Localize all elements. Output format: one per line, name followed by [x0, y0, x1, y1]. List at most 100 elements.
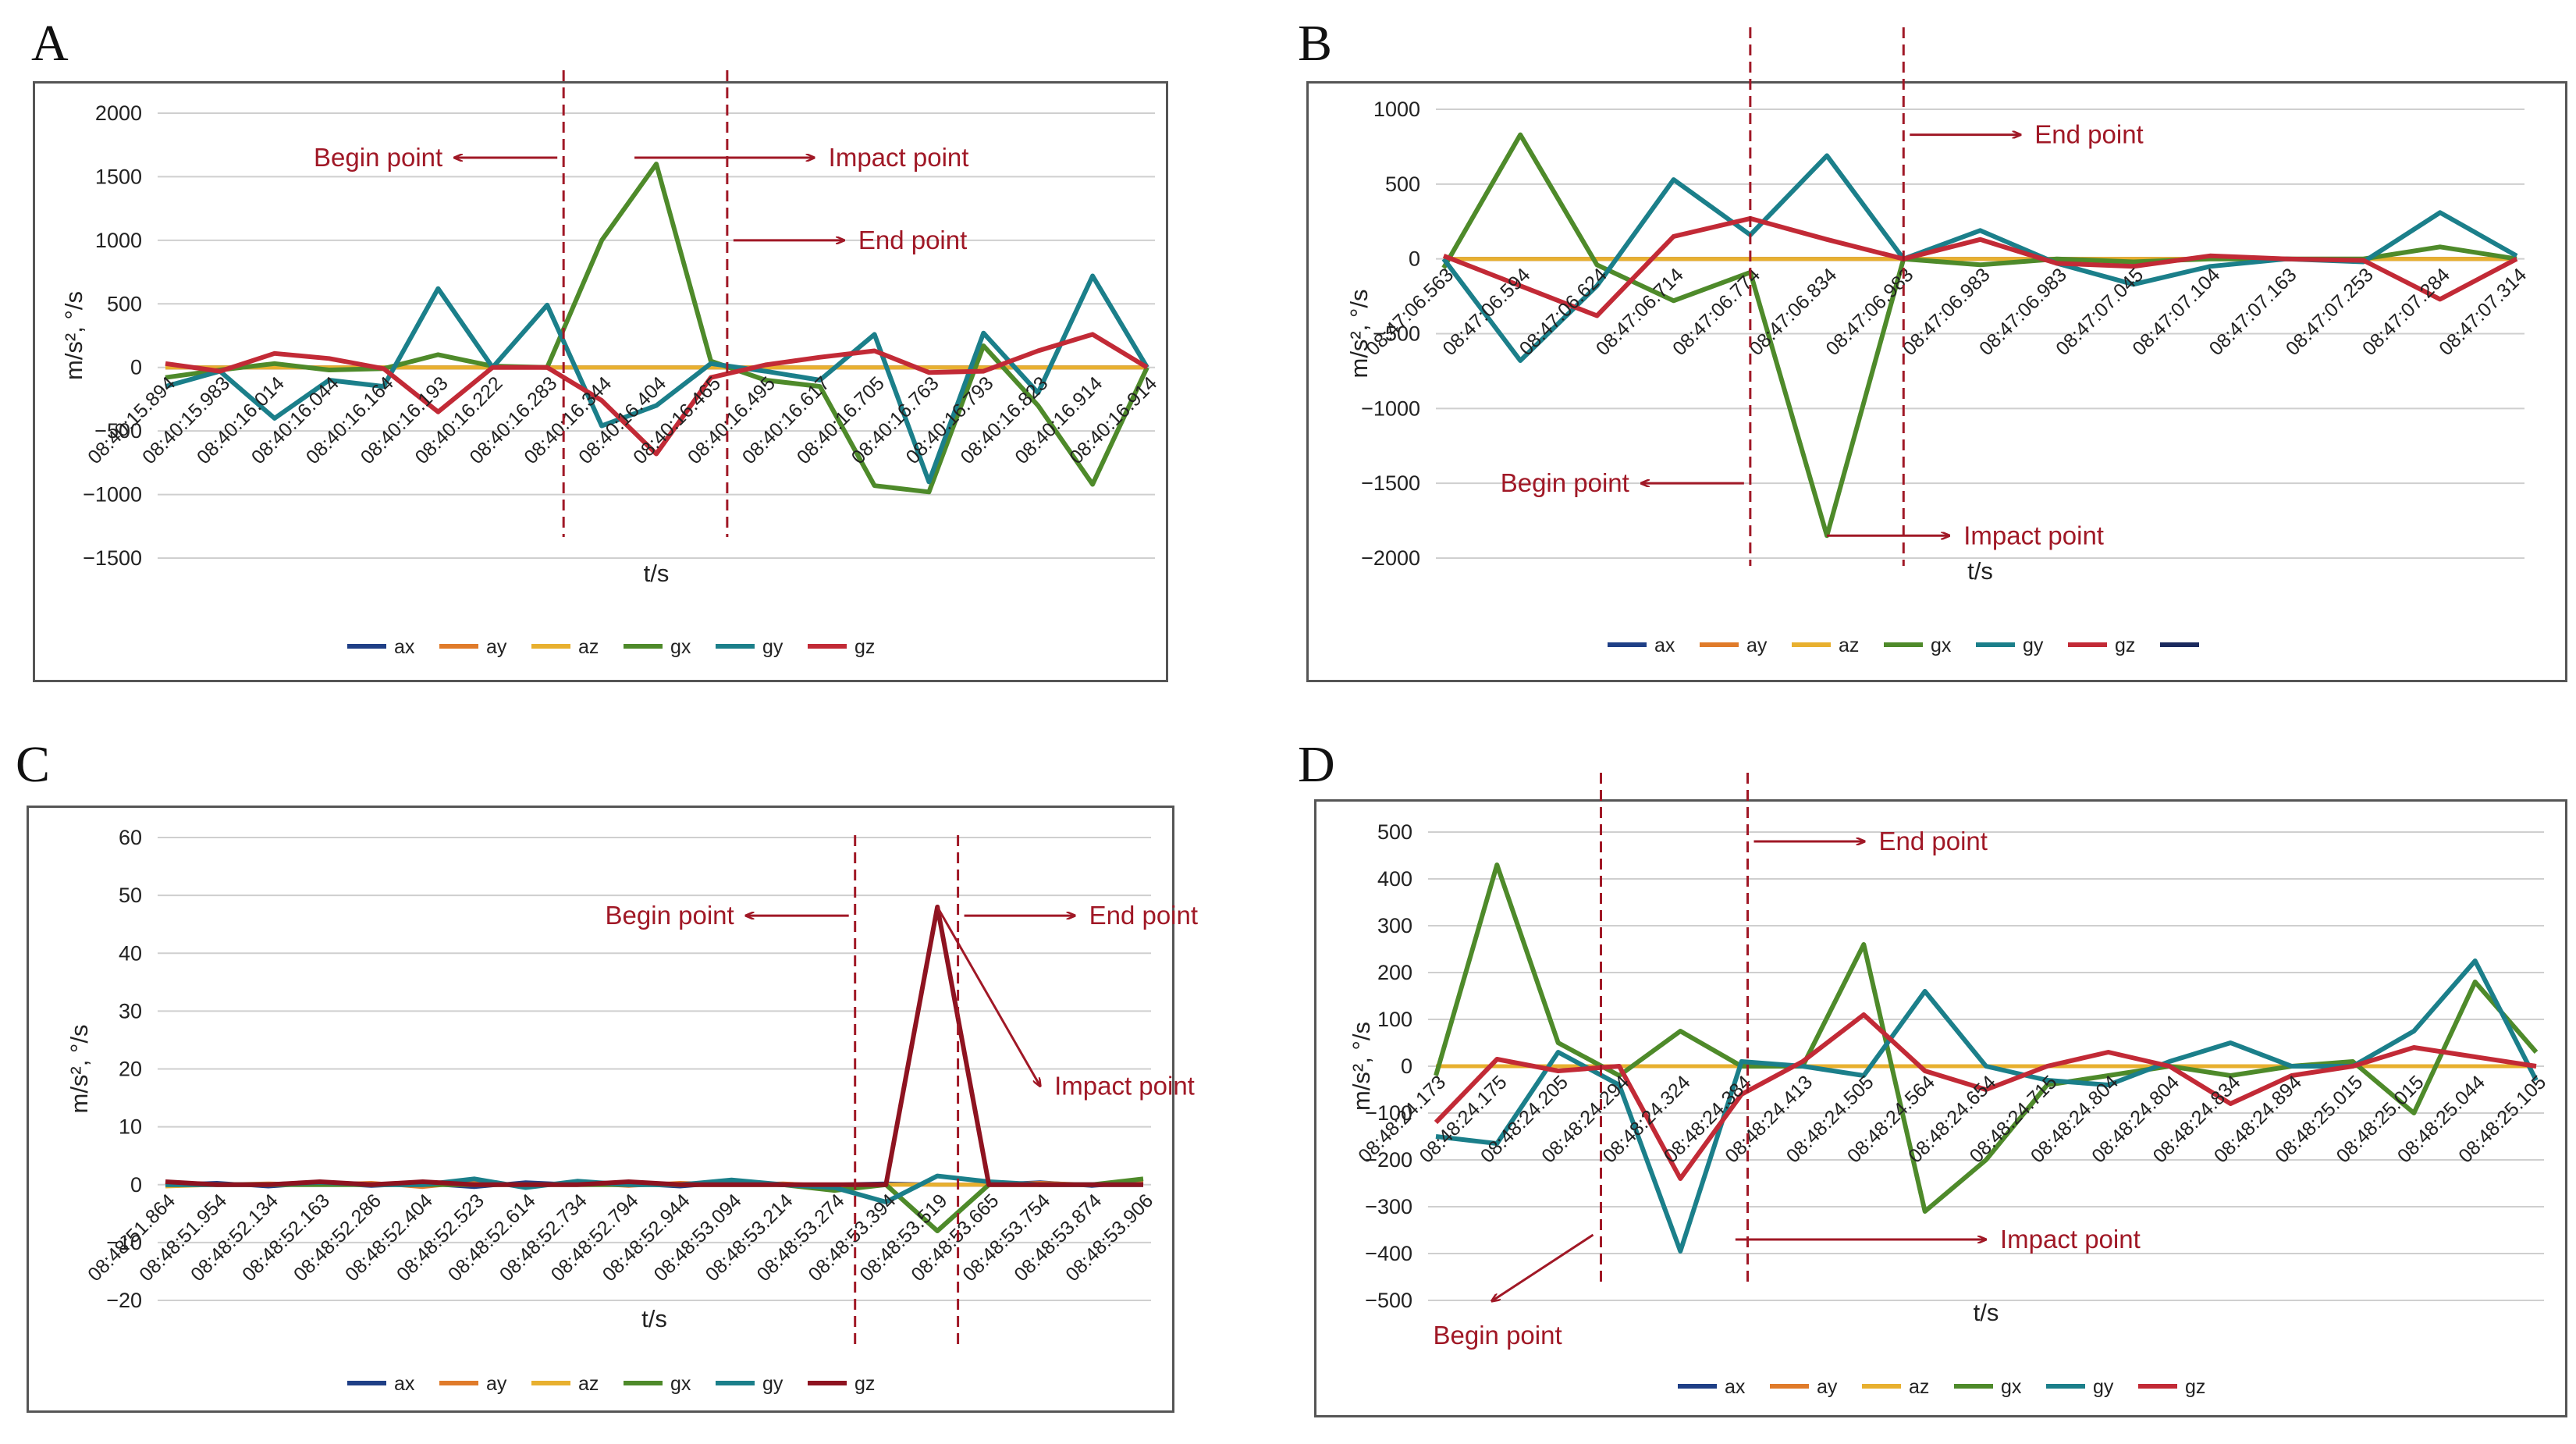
impact-label: Impact point	[829, 143, 969, 172]
y-tick-label: −500	[1365, 1289, 1412, 1312]
y-tick-label: 0	[130, 356, 142, 379]
x-axis-label: t/s	[644, 560, 670, 587]
y-tick-label: 500	[107, 292, 142, 315]
y-tick-label: −20	[106, 1289, 142, 1312]
annotation-label: Begin point	[1434, 1321, 1562, 1350]
chart-frame-c	[27, 806, 1174, 1413]
x-axis-label: t/s	[1974, 1299, 1999, 1326]
legend-label-gz: gz	[2185, 1376, 2205, 1398]
annotation-label: Begin point	[606, 901, 734, 930]
legend-label-ay: ay	[486, 1373, 507, 1395]
legend-label-az: az	[1839, 635, 1859, 656]
y-axis-label: m/s², °/s	[66, 1025, 93, 1114]
panel-letter-d: D	[1298, 736, 1335, 793]
legend-label-gz: gz	[855, 636, 875, 658]
annotation-label: End point	[1879, 827, 1988, 855]
y-tick-label: 200	[1377, 961, 1412, 984]
y-tick-label: −400	[1365, 1242, 1412, 1265]
y-axis-label: m/s², °/s	[1345, 290, 1373, 379]
annotation-label: Begin point	[1501, 468, 1629, 497]
series-line-gz	[165, 332, 1149, 457]
impact-label: Impact point	[1963, 521, 2104, 550]
impact-label: Impact point	[2000, 1225, 2141, 1254]
y-axis-label: m/s², °/s	[1348, 1022, 1375, 1111]
panel-letter-a: A	[31, 15, 69, 72]
x-axis-label: t/s	[1967, 557, 1993, 585]
y-tick-label: 0	[1401, 1055, 1412, 1078]
series-line-gx	[1434, 862, 2539, 1214]
panel-letter-c: C	[16, 736, 51, 793]
y-tick-label: −1000	[83, 483, 142, 507]
y-tick-label: 500	[1377, 820, 1412, 844]
legend-label-gx: gx	[670, 636, 691, 658]
legend-label-gz: gz	[855, 1373, 875, 1395]
annotation-label: End point	[2034, 120, 2143, 149]
y-tick-label: −300	[1365, 1195, 1412, 1218]
y-tick-label: 100	[1377, 1008, 1412, 1031]
y-tick-label: −500	[94, 419, 142, 443]
y-tick-label: 1000	[95, 229, 142, 252]
annotation-label: Begin point	[314, 143, 442, 172]
legend-label-ax: ax	[1654, 635, 1675, 656]
legend-label-ax: ax	[394, 636, 415, 658]
legend-label-gy: gy	[762, 636, 783, 658]
y-tick-label: 60	[119, 826, 142, 849]
y-tick-label: 1000	[1373, 98, 1420, 121]
y-tick-label: 20	[119, 1058, 142, 1081]
series-line-gz	[165, 905, 1143, 1187]
y-tick-label: 40	[119, 941, 142, 965]
chart-frame-a	[33, 81, 1168, 682]
y-tick-label: 1500	[95, 165, 142, 188]
annotation-label: End point	[858, 226, 967, 254]
legend-label-gz: gz	[2115, 635, 2135, 656]
series-line-gy	[165, 273, 1149, 485]
chart-d: −500 −400 −300 −200 −100 0 100 200 300 400 500 m/s²…	[1348, 773, 2550, 1398]
impact-arrow	[936, 906, 1040, 1087]
y-tick-label: −500	[1373, 322, 1420, 346]
legend-label-ay: ay	[1746, 635, 1768, 656]
panel-letter-b: B	[1298, 15, 1333, 72]
legend-label-ay: ay	[1817, 1376, 1838, 1398]
chart-frame-b	[1306, 81, 2567, 682]
annotation-label: End point	[1089, 901, 1198, 930]
y-tick-label: 30	[119, 999, 142, 1023]
legend-label-gy: gy	[762, 1373, 783, 1395]
y-tick-label: 0	[1409, 247, 1420, 271]
legend-label-az: az	[578, 636, 599, 658]
series-line-gz	[1442, 215, 2518, 318]
y-tick-label: 2000	[95, 101, 142, 125]
chart-c: −20 −10 0 10 20 30 40 50 60 m/s², °/s 08:48:51.864…	[66, 826, 1198, 1395]
y-tick-label: −1000	[1361, 397, 1420, 420]
legend-label-gy: gy	[2093, 1376, 2114, 1398]
legend-label-ax: ax	[394, 1373, 415, 1395]
annotation-arrow	[1492, 1233, 1594, 1301]
legend-label-gx: gx	[670, 1373, 691, 1395]
legend-label-ax: ax	[1725, 1376, 1746, 1398]
y-tick-label: 400	[1377, 867, 1412, 891]
x-tick-label: 08:48:51.864	[83, 1190, 179, 1286]
y-tick-label: 50	[119, 884, 142, 907]
legend-label-az: az	[1909, 1376, 1929, 1398]
y-tick-label: −2000	[1361, 546, 1420, 570]
legend-label-gy: gy	[2023, 635, 2044, 656]
x-axis-label: t/s	[641, 1305, 667, 1332]
series-line-gz	[1434, 1012, 2537, 1181]
impact-label: Impact point	[1054, 1072, 1195, 1101]
y-tick-label: −10	[106, 1231, 142, 1254]
y-tick-label: 10	[119, 1115, 142, 1139]
y-tick-label: 300	[1377, 914, 1412, 937]
legend-label-gx: gx	[1931, 635, 1952, 656]
y-tick-label: −200	[1365, 1148, 1412, 1172]
y-tick-label: −1500	[83, 546, 142, 570]
y-tick-label: 0	[130, 1173, 142, 1197]
y-tick-label: −1500	[1361, 471, 1420, 495]
y-tick-label: −100	[1365, 1101, 1412, 1125]
legend-label-az: az	[578, 1373, 599, 1395]
series-line-gx	[165, 162, 1149, 495]
y-tick-label: 500	[1385, 172, 1420, 196]
legend-label-ay: ay	[486, 636, 507, 658]
legend-label-gx: gx	[2001, 1376, 2022, 1398]
